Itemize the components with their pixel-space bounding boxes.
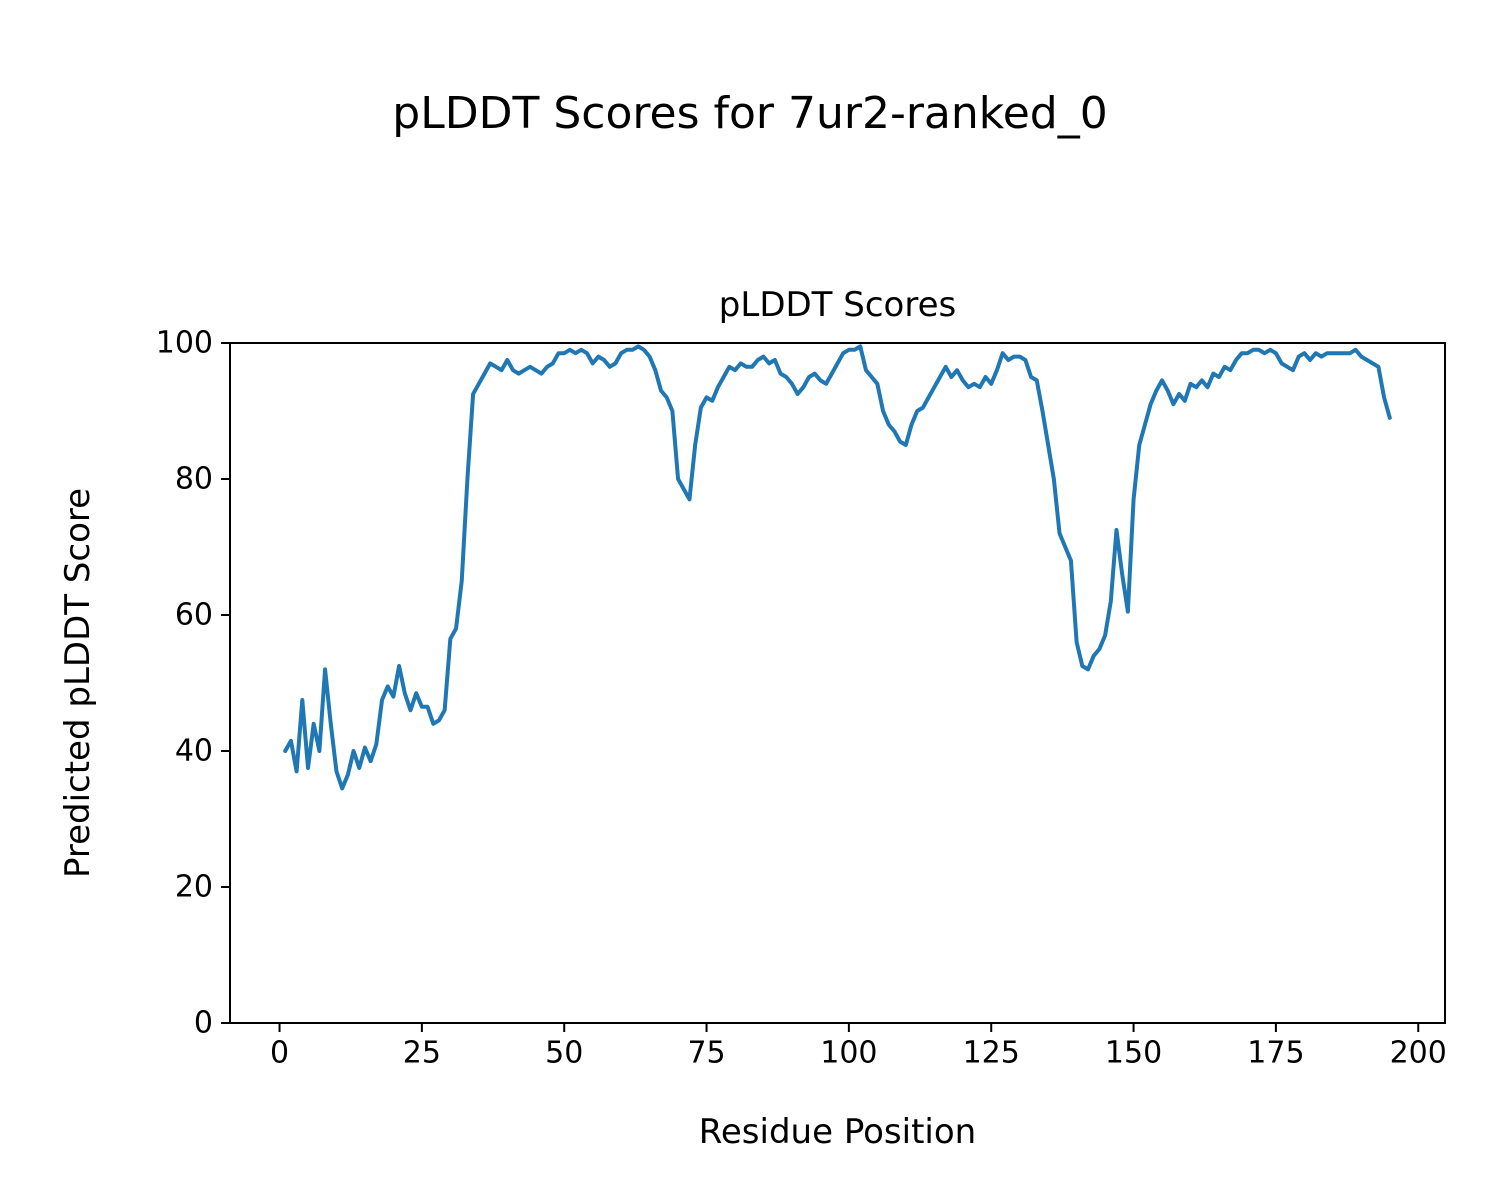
x-tick-label: 175	[1247, 1036, 1304, 1071]
y-tick-label: 80	[175, 462, 213, 497]
x-tick-label: 100	[820, 1036, 877, 1071]
axes-spines	[229, 342, 1446, 1024]
x-tick-label: 200	[1390, 1036, 1447, 1071]
x-tick-label: 125	[963, 1036, 1020, 1071]
x-tick-label: 150	[1105, 1036, 1162, 1071]
x-tick-label: 50	[545, 1036, 583, 1071]
x-tick-label: 25	[403, 1036, 441, 1071]
x-axis-label: Residue Position	[698, 1112, 977, 1152]
plddt-line	[283, 344, 1392, 791]
y-tick-label: 100	[156, 326, 213, 361]
y-axis-label: Predicted pLDDT Score	[58, 487, 98, 879]
x-tick-label: 75	[687, 1036, 725, 1071]
y-tick-label: 40	[175, 734, 213, 769]
y-tick-label: 0	[194, 1006, 213, 1041]
y-tick-label: 20	[175, 870, 213, 905]
x-tick-label: 0	[270, 1036, 289, 1071]
y-tick-label: 60	[175, 598, 213, 633]
axes-title: pLDDT Scores	[718, 285, 957, 325]
figure-suptitle: pLDDT Scores for 7ur2-ranked_0	[392, 88, 1108, 139]
